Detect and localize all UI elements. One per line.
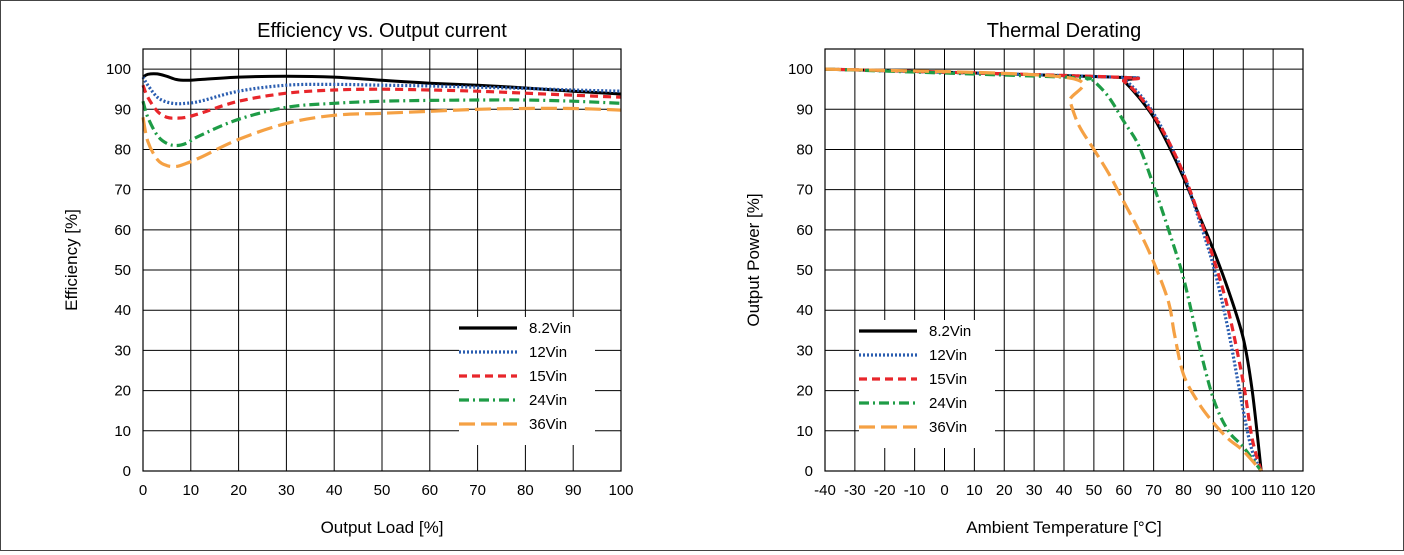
- series-group: [824, 67, 1263, 473]
- legend-label: 12Vin: [929, 347, 967, 364]
- x-tick-label: 0: [139, 482, 147, 499]
- legend-box: [459, 317, 595, 445]
- series-line-15vin: [141, 84, 622, 120]
- x-tick-label: 70: [469, 482, 486, 499]
- y-tick-label: 70: [796, 182, 813, 199]
- y-tick-label: 60: [114, 222, 131, 239]
- y-tick-label: 40: [114, 302, 131, 319]
- tick-labels: 0 10 20 30 40 50 60 70 80 90 100 0 10 20 30 40 50 60 70 80 9…: [106, 61, 634, 499]
- legend-label: 15Vin: [529, 368, 567, 385]
- y-tick-label: 80: [114, 141, 131, 158]
- x-tick-label: 40: [1056, 482, 1073, 499]
- x-tick-label: 40: [326, 482, 343, 499]
- x-tick-label: 0: [940, 482, 948, 499]
- x-tick-label: 30: [1026, 482, 1043, 499]
- series-line-15vin: [824, 67, 1263, 472]
- legend-label: 8.2Vin: [529, 320, 571, 337]
- series-line-36vin: [141, 106, 622, 169]
- x-axis-title: Ambient Temperature [°C]: [966, 518, 1161, 537]
- x-tick-label: 50: [374, 482, 391, 499]
- legend-label: 36Vin: [529, 416, 567, 433]
- y-axis-title: Efficiency [%]: [62, 209, 81, 311]
- y-tick-label: 80: [796, 141, 813, 158]
- x-tick-label: -40: [814, 482, 836, 499]
- series-line-24vin: [141, 98, 622, 148]
- thermal-derating-chart: Thermal Derating -40 -30 -20 -10 0 10 20 30 40 50 6…: [744, 20, 1316, 537]
- x-tick-label: 120: [1290, 482, 1315, 499]
- efficiency-chart: Efficiency vs. Output current 0 10 20 30 40 50…: [62, 20, 634, 537]
- y-tick-label: 90: [114, 101, 131, 118]
- x-tick-label: 10: [966, 482, 983, 499]
- x-tick-label: 80: [517, 482, 534, 499]
- y-tick-label: 70: [114, 182, 131, 199]
- x-tick-label: -20: [874, 482, 896, 499]
- x-tick-label: 50: [1086, 482, 1103, 499]
- x-tick-label: -30: [844, 482, 866, 499]
- x-tick-label: 70: [1145, 482, 1162, 499]
- y-tick-label: 0: [805, 463, 813, 480]
- x-tick-label: 110: [1261, 482, 1285, 499]
- x-tick-label: 60: [421, 482, 438, 499]
- x-tick-label: 10: [182, 482, 199, 499]
- x-tick-label: 90: [565, 482, 582, 499]
- x-tick-label: 100: [608, 482, 633, 499]
- y-tick-label: 20: [114, 383, 131, 400]
- chart-title: Efficiency vs. Output current: [257, 20, 507, 42]
- y-tick-label: 50: [114, 262, 131, 279]
- y-tick-label: 40: [796, 302, 813, 319]
- legend-label: 24Vin: [929, 395, 967, 412]
- y-tick-label: 100: [788, 61, 813, 78]
- series-line-36vin: [824, 67, 1263, 473]
- y-tick-label: 100: [106, 61, 131, 78]
- x-tick-label: 90: [1205, 482, 1222, 499]
- legend: 8.2Vin 12Vin 15Vin 24Vin 36Vin: [459, 317, 595, 445]
- y-tick-label: 20: [796, 383, 813, 400]
- legend: 8.2Vin 12Vin 15Vin 24Vin 36Vin: [859, 320, 995, 448]
- series-line-24vin: [824, 67, 1263, 472]
- legend-label: 15Vin: [929, 371, 967, 388]
- plot-border: [824, 48, 1304, 472]
- x-tick-label: 60: [1115, 482, 1132, 499]
- y-tick-label: 10: [114, 423, 131, 440]
- x-tick-label: 100: [1231, 482, 1256, 499]
- legend-label: 24Vin: [529, 392, 567, 409]
- series-group: [141, 72, 622, 169]
- tick-labels: -40 -30 -20 -10 0 10 20 30 40 50 60 70 80 90 100 110 120…: [788, 61, 1316, 499]
- x-tick-label: 20: [230, 482, 247, 499]
- y-tick-label: 0: [123, 463, 131, 480]
- x-tick-label: 30: [278, 482, 295, 499]
- y-tick-label: 10: [796, 423, 813, 440]
- x-tick-label: 20: [996, 482, 1013, 499]
- plot-border: [142, 48, 622, 472]
- series-line-12vin: [141, 76, 622, 106]
- legend-box: [859, 320, 995, 448]
- legend-label: 8.2Vin: [929, 323, 971, 340]
- y-tick-label: 60: [796, 222, 813, 239]
- x-tick-label: 80: [1175, 482, 1192, 499]
- y-axis-title: Output Power [%]: [744, 193, 763, 326]
- y-tick-label: 30: [114, 342, 131, 359]
- x-axis-title: Output Load [%]: [321, 518, 444, 537]
- chart-title: Thermal Derating: [987, 20, 1142, 42]
- legend-label: 36Vin: [929, 419, 967, 436]
- legend-label: 12Vin: [529, 344, 567, 361]
- y-tick-label: 90: [796, 101, 813, 118]
- y-tick-label: 30: [796, 342, 813, 359]
- y-tick-label: 50: [796, 262, 813, 279]
- x-tick-label: -10: [904, 482, 926, 499]
